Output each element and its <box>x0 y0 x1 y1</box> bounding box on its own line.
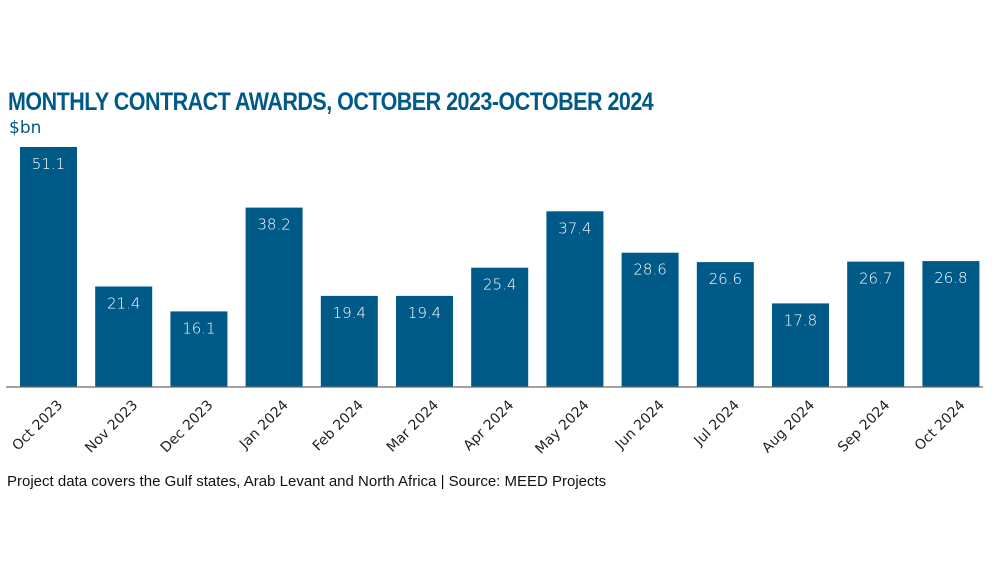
y-axis-unit-label: $bn <box>9 118 42 138</box>
bar-value-label: 37.4 <box>558 219 591 237</box>
bar-oct-2024 <box>922 261 980 387</box>
x-tick-label: Jun 2024 <box>612 397 668 453</box>
x-tick-label: Sep 2024 <box>835 397 893 455</box>
x-tick-label: Feb 2024 <box>310 397 367 454</box>
bar-sep-2024 <box>847 261 905 387</box>
x-tick-label: Jan 2024 <box>236 397 292 453</box>
x-tick-label: Oct 2023 <box>9 397 66 454</box>
bar-value-label: 16.1 <box>182 319 215 337</box>
bar-value-label: 17.8 <box>784 311 817 329</box>
bar-nov-2023 <box>95 286 153 387</box>
bar-may-2024 <box>546 211 604 387</box>
x-tick-label: Apr 2024 <box>461 397 518 454</box>
bar-value-label: 26.6 <box>709 270 742 288</box>
x-tick-label: Jul 2024 <box>691 397 743 449</box>
bar-jan-2024 <box>245 207 303 387</box>
bar-feb-2024 <box>320 295 378 387</box>
x-tick-label: May 2024 <box>532 397 592 457</box>
x-tick-label: Nov 2023 <box>82 397 141 456</box>
bar-dec-2023 <box>170 311 228 387</box>
bar-value-label: 28.6 <box>633 261 666 279</box>
chart-footnote: Project data covers the Gulf states, Ara… <box>7 473 607 490</box>
bar-value-label: 21.4 <box>107 295 140 313</box>
bar-jul-2024 <box>696 262 754 387</box>
bar-jun-2024 <box>621 252 679 387</box>
bar-value-label: 26.7 <box>859 270 892 288</box>
bar-oct-2023 <box>20 147 77 387</box>
x-tick-label: Dec 2023 <box>158 397 217 456</box>
bar-value-label: 19.4 <box>408 304 441 322</box>
x-tick-label: Oct 2024 <box>912 397 969 454</box>
x-tick-label: Mar 2024 <box>384 397 442 455</box>
bar-value-label: 51.1 <box>32 155 65 173</box>
bar-value-label: 25.4 <box>483 276 516 294</box>
bar-value-label: 38.2 <box>257 216 290 234</box>
x-tick-label: Aug 2024 <box>759 397 818 456</box>
bar-apr-2024 <box>471 267 529 387</box>
bar-value-label: 26.8 <box>934 269 967 287</box>
chart-title: MONTHLY CONTRACT AWARDS, OCTOBER 2023-OC… <box>8 88 654 116</box>
bar-aug-2024 <box>772 303 829 387</box>
bar-value-label: 19.4 <box>333 304 366 322</box>
bar-mar-2024 <box>396 295 453 387</box>
